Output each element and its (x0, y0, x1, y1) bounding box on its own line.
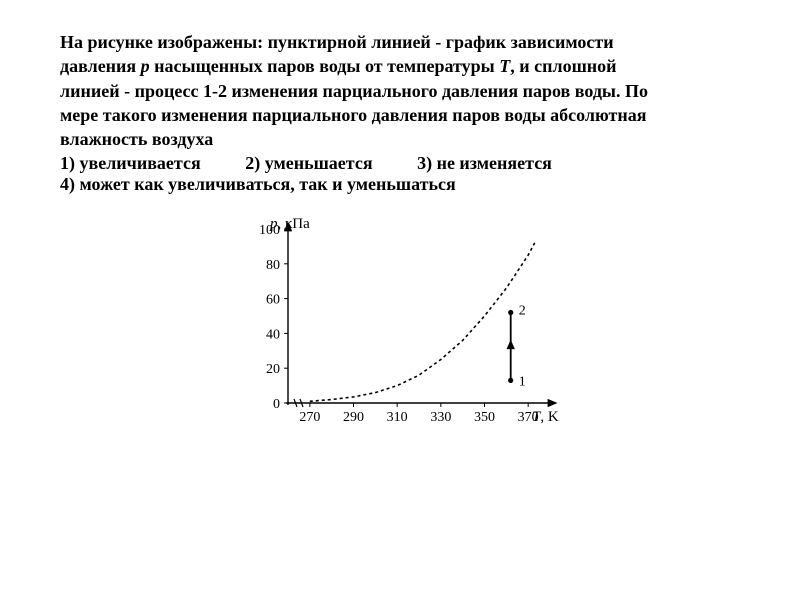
svg-text:40: 40 (266, 328, 280, 343)
point-2-label: 2 (519, 304, 526, 319)
problem-statement: На рисунке изображены: пунктирной линией… (60, 30, 740, 151)
point-1-label: 1 (519, 375, 526, 390)
point-2 (508, 310, 513, 315)
svg-text:0: 0 (273, 397, 280, 412)
svg-text:290: 290 (343, 410, 364, 425)
text-line: давления p насыщенных паров воды от темп… (60, 56, 617, 76)
svg-text:20: 20 (266, 363, 280, 378)
text-line: влажность воздуха (60, 129, 213, 149)
svg-text:80: 80 (266, 258, 280, 273)
svg-text:350: 350 (474, 410, 495, 425)
svg-text:T, K: T, K (532, 409, 559, 425)
svg-text:310: 310 (387, 410, 408, 425)
option-4: 4) может как увеличиваться, так и уменьш… (60, 174, 456, 195)
option-1: 1) увеличивается (60, 153, 201, 174)
answer-options: 1) увеличивается 2) уменьшается 3) не из… (60, 153, 740, 195)
svg-text:330: 330 (430, 410, 451, 425)
chart-svg: 020406080100270290310330350370p, кПаT, K… (230, 213, 570, 433)
text-line: На рисунке изображены: пунктирной линией… (60, 32, 614, 52)
option-2: 2) уменьшается (245, 153, 372, 174)
process-arrow-icon (507, 340, 515, 350)
point-1 (508, 378, 513, 383)
pressure-temperature-chart: 020406080100270290310330350370p, кПаT, K… (230, 213, 570, 438)
svg-text:270: 270 (299, 410, 320, 425)
option-3: 3) не изменяется (417, 153, 552, 174)
svg-text:60: 60 (266, 293, 280, 308)
svg-text:p, кПа: p, кПа (269, 216, 310, 232)
text-line: линией - процесс 1-2 изменения парциальн… (60, 81, 648, 101)
saturation-curve (310, 243, 535, 401)
text-line: мере такого изменения парциального давле… (60, 105, 646, 125)
